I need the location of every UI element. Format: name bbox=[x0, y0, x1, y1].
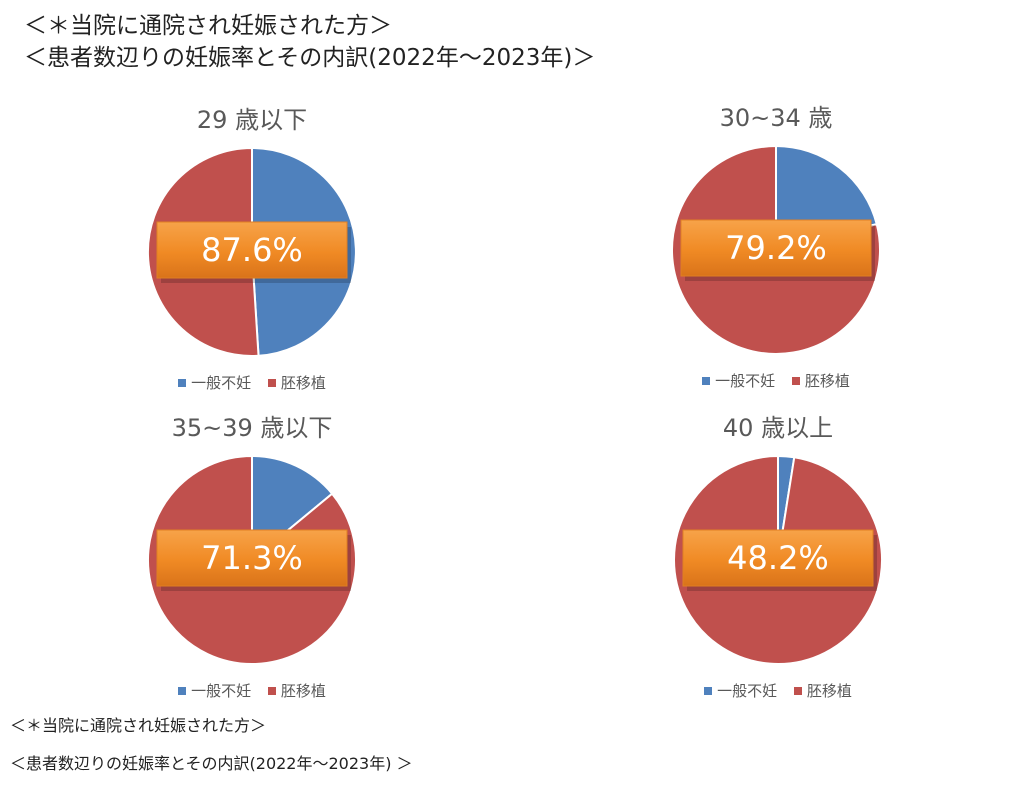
pie-chart-35-39: 35~39 歳以下 71.3% 一般不妊 胚移植 bbox=[72, 408, 432, 718]
page-subtitle: ＜患者数辺りの妊娠率とその内訳(2022年〜2023年)＞ bbox=[24, 45, 596, 71]
legend-swatch-blue bbox=[178, 378, 187, 387]
pregnancy-rate-label: 48.2% bbox=[727, 539, 829, 577]
legend-swatch-blue bbox=[704, 686, 713, 695]
chart-title: 35~39 歳以下 bbox=[171, 414, 333, 442]
pie-chart-svg: 71.3% bbox=[147, 454, 357, 665]
legend-item-general: 一般不妊 bbox=[702, 370, 775, 391]
legend-label: 胚移植 bbox=[280, 374, 326, 392]
legend-item-transfer: 胚移植 bbox=[267, 372, 326, 393]
legend-label: 胚移植 bbox=[804, 372, 850, 390]
rate-label-box bbox=[156, 221, 348, 279]
page-title: ＜＊当院に通院され妊娠された方＞ bbox=[24, 13, 392, 39]
legend-item-general: 一般不妊 bbox=[178, 680, 251, 701]
legend-swatch-blue bbox=[178, 686, 187, 695]
pregnancy-rate-label: 71.3% bbox=[201, 539, 303, 577]
pie-slice-embryo-transfer bbox=[671, 144, 881, 355]
chart-legend: 一般不妊 胚移植 bbox=[596, 370, 956, 391]
footnote-line-1: ＜＊当院に通院され妊娠された方＞ bbox=[10, 716, 267, 735]
chart-legend: 一般不妊 胚移植 bbox=[598, 680, 958, 701]
legend-item-transfer: 胚移植 bbox=[267, 680, 326, 701]
chart-title: 29 歳以下 bbox=[196, 106, 308, 134]
footnote-line-2: ＜患者数辺りの妊娠率とその内訳(2022年〜2023年) ＞ bbox=[10, 754, 413, 773]
legend-label: 一般不妊 bbox=[715, 372, 776, 390]
legend-swatch-red bbox=[791, 376, 800, 385]
legend-item-transfer: 胚移植 bbox=[793, 680, 852, 701]
rate-label-box bbox=[682, 529, 874, 587]
legend-label: 胚移植 bbox=[280, 682, 326, 700]
pie-chart-30-34: 30~34 歳 79.2% 一般不妊 胚移植 bbox=[596, 98, 956, 408]
chart-legend: 一般不妊 胚移植 bbox=[72, 372, 432, 393]
legend-swatch-red bbox=[793, 686, 802, 695]
legend-label: 胚移植 bbox=[806, 682, 852, 700]
legend-swatch-red bbox=[267, 378, 276, 387]
legend-swatch-blue bbox=[702, 376, 711, 385]
pie-chart-svg: 79.2% bbox=[671, 144, 881, 355]
pregnancy-rate-label: 79.2% bbox=[725, 229, 827, 267]
rate-label-box bbox=[156, 529, 348, 587]
pie-chart-40-over: 40 歳以上 48.2% 一般不妊 胚移植 bbox=[598, 408, 958, 718]
chart-legend: 一般不妊 胚移植 bbox=[72, 680, 432, 701]
legend-item-general: 一般不妊 bbox=[178, 372, 251, 393]
legend-label: 一般不妊 bbox=[191, 374, 252, 392]
pie-chart-under-29: 29 歳以下 87.6% 一般不妊 胚移植 bbox=[72, 100, 432, 410]
pie-chart-svg: 87.6% bbox=[146, 146, 357, 357]
pie-chart-svg: 48.2% bbox=[673, 454, 883, 665]
legend-item-general: 一般不妊 bbox=[704, 680, 777, 701]
legend-label: 一般不妊 bbox=[191, 682, 252, 700]
rate-label-box bbox=[680, 219, 872, 277]
legend-swatch-red bbox=[267, 686, 276, 695]
chart-title: 40 歳以上 bbox=[722, 414, 834, 442]
legend-item-transfer: 胚移植 bbox=[791, 370, 850, 391]
legend-label: 一般不妊 bbox=[717, 682, 778, 700]
chart-title: 30~34 歳 bbox=[719, 104, 833, 132]
pregnancy-rate-label: 87.6% bbox=[201, 231, 303, 269]
